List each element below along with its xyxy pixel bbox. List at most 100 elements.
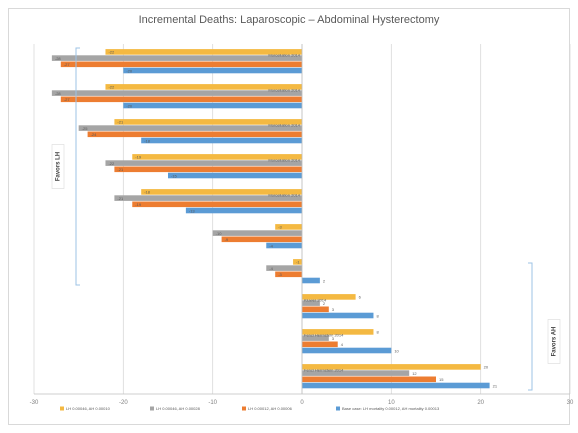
bar <box>114 166 303 173</box>
bar <box>293 259 302 265</box>
x-tick-label: -10 <box>208 400 217 406</box>
category-label: Morcellation 2014 <box>268 88 300 93</box>
legend-swatch <box>242 406 246 411</box>
category-label: Morcellation 2014 <box>268 53 300 58</box>
bar <box>302 294 356 300</box>
bar <box>78 125 303 131</box>
data-label: 2 <box>323 301 326 306</box>
data-label: -4 <box>269 266 273 271</box>
bar <box>302 370 410 376</box>
group-bracket <box>528 262 533 391</box>
bar <box>114 195 303 201</box>
data-label: -28 <box>55 56 62 61</box>
data-label: -27 <box>64 62 71 67</box>
data-label: 3 <box>332 307 335 312</box>
group-label: Favors AH <box>552 327 558 357</box>
x-axis: -30 -20 -10 0 10 20 30 <box>30 44 574 406</box>
legend-swatch <box>336 406 340 411</box>
x-tick-label: 10 <box>388 400 395 406</box>
bar <box>302 277 320 284</box>
data-label: 10 <box>394 348 399 353</box>
bar <box>60 96 302 103</box>
data-label: -13 <box>189 208 196 213</box>
data-label: 3 <box>332 336 335 341</box>
data-label: -22 <box>108 161 115 166</box>
data-label: 21 <box>493 383 498 388</box>
legend-label: LH 0.00046, AH 0.00010 <box>66 406 111 411</box>
data-label: -10 <box>216 231 223 236</box>
data-label: -15 <box>171 173 178 178</box>
bar <box>302 306 329 313</box>
group-label-box <box>547 319 561 364</box>
bar <box>141 137 302 144</box>
x-tick-label: 30 <box>567 400 574 406</box>
x-tick-label: -20 <box>119 400 128 406</box>
data-label: 4 <box>341 342 344 347</box>
bar <box>114 119 303 125</box>
data-label: -24 <box>91 132 98 137</box>
bar <box>302 382 490 389</box>
bar <box>221 236 302 243</box>
legend-swatch <box>60 406 64 411</box>
bar <box>132 154 302 160</box>
group-bracket <box>75 47 80 286</box>
legend-label: Base case: LH mortality 0.00012, AH mort… <box>342 406 440 411</box>
data-label: -22 <box>108 85 115 90</box>
chart-frame <box>8 8 570 425</box>
data-label: -19 <box>135 155 142 160</box>
category-label: Morcellation 2014 <box>268 193 300 198</box>
bar <box>302 329 374 335</box>
data-label: -21 <box>117 196 124 201</box>
data-label: -18 <box>144 138 151 143</box>
legend: LH 0.00046, AH 0.00010 LH 0.00046, AH 0.0… <box>60 406 440 411</box>
bar <box>87 131 302 138</box>
legend-label: LH 0.00046, AH 0.00028 <box>156 406 201 411</box>
data-labels: -22-28-27-20-22-28-27-20-21-25-24-18-19-… <box>55 50 498 389</box>
data-label: -18 <box>144 190 151 195</box>
x-tick-label: 0 <box>300 400 304 406</box>
legend-label: LH 0.00012, AH 0.00006 <box>248 406 293 411</box>
bar <box>302 335 329 341</box>
bar <box>302 364 481 370</box>
data-label: -21 <box>117 120 124 125</box>
data-label: 15 <box>439 377 444 382</box>
category-label: Morcellation 2014 <box>268 158 300 163</box>
data-label: -19 <box>135 202 142 207</box>
bar <box>266 265 302 271</box>
bar <box>302 312 374 319</box>
x-tick-label: -30 <box>30 400 39 406</box>
bar <box>302 347 392 354</box>
category-label: Fencl Herrnstein 2014 <box>304 333 344 338</box>
legend-item: LH 0.00046, AH 0.00010 <box>60 406 111 411</box>
bar <box>302 341 338 348</box>
data-label: 8 <box>376 330 379 335</box>
data-label: 20 <box>484 365 489 370</box>
bar <box>168 172 302 179</box>
data-label: -1 <box>296 260 300 265</box>
group-label: Favors LH <box>56 152 62 181</box>
bar <box>105 49 302 55</box>
bar <box>275 271 302 278</box>
bar <box>60 61 302 68</box>
bar <box>185 207 302 214</box>
data-label: -20 <box>126 68 133 73</box>
data-label: 6 <box>359 295 362 300</box>
bar <box>302 376 436 383</box>
data-label: -4 <box>269 243 273 248</box>
data-label: -28 <box>55 91 62 96</box>
data-label: 2 <box>323 278 326 283</box>
category-labels: Morcellation 2014 Morcellation 2014 Morcel… <box>268 53 344 373</box>
bar <box>212 230 302 236</box>
bar <box>105 160 302 166</box>
data-label: 12 <box>412 371 417 376</box>
group-label-box <box>51 144 65 189</box>
category-label: Fencl Herrnstein 2014 <box>304 368 344 373</box>
bar <box>132 201 302 208</box>
x-tick-label: 20 <box>477 400 484 406</box>
bar <box>51 90 302 96</box>
bar <box>141 189 302 195</box>
category-label: Morcellation 2014 <box>268 123 300 128</box>
data-label: -3 <box>278 272 282 277</box>
data-label: -3 <box>278 225 282 230</box>
